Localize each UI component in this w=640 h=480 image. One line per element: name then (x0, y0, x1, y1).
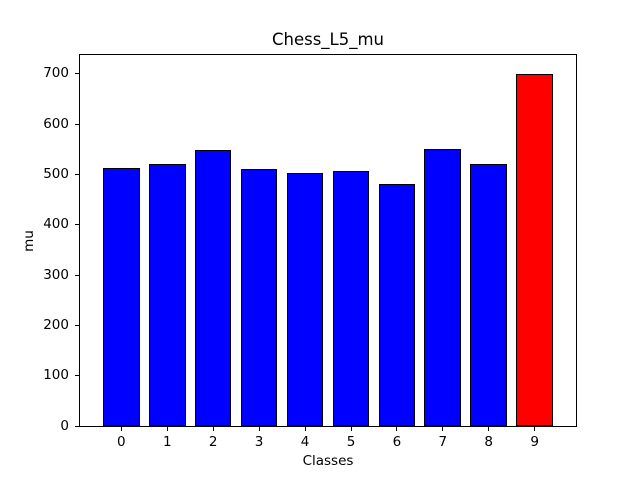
x-tick-mark (166, 427, 168, 431)
y-tick-mark (75, 224, 79, 226)
x-axis-label: Classes (302, 453, 354, 469)
bar-class-1 (148, 164, 186, 426)
y-tick-mark (75, 425, 79, 427)
bar-class-0 (103, 168, 140, 426)
bar-class-8 (470, 163, 508, 426)
x-tick-label: 1 (163, 434, 172, 450)
bar-class-2 (194, 150, 232, 426)
x-tick-label: 9 (530, 434, 539, 450)
x-tick-mark (212, 427, 214, 431)
y-tick-mark (75, 73, 79, 75)
x-tick-label: 2 (208, 434, 218, 450)
x-tick-label: 8 (484, 434, 493, 450)
chart-title: Chess_L5_mu (271, 30, 385, 49)
x-tick-label: 5 (346, 434, 356, 450)
plot-area (79, 54, 577, 427)
bar-class-6 (378, 184, 416, 426)
x-tick-mark (442, 427, 444, 431)
x-tick-label: 3 (254, 434, 264, 450)
x-tick-label: 7 (438, 434, 448, 450)
x-tick-label: 4 (300, 434, 310, 450)
y-tick-label: 600 (43, 115, 69, 132)
bar-class-4 (286, 172, 324, 426)
y-tick-label: 0 (60, 417, 69, 434)
bar-class-3 (240, 169, 278, 426)
x-tick-mark (534, 427, 536, 431)
bar-class-7 (424, 148, 462, 426)
y-tick-label: 500 (43, 165, 69, 182)
y-tick-label: 700 (43, 65, 69, 82)
bar-class-5 (332, 171, 370, 426)
y-tick-label: 100 (43, 367, 69, 384)
y-tick-mark (75, 123, 79, 125)
x-tick-mark (488, 427, 490, 431)
x-tick-mark (120, 427, 122, 431)
bar-class-9 (516, 73, 553, 426)
x-tick-label: 6 (392, 434, 402, 450)
x-tick-mark (396, 427, 398, 431)
y-tick-label: 200 (43, 316, 69, 333)
y-tick-label: 300 (43, 266, 69, 283)
y-tick-mark (75, 173, 79, 175)
y-axis-label: mu (21, 230, 37, 252)
x-tick-mark (258, 427, 260, 431)
x-tick-label: 0 (117, 434, 126, 450)
y-tick-label: 400 (43, 216, 69, 233)
x-tick-mark (350, 427, 352, 431)
y-tick-mark (75, 274, 79, 276)
y-tick-mark (75, 324, 79, 326)
y-tick-mark (75, 375, 79, 377)
x-tick-mark (304, 427, 306, 431)
